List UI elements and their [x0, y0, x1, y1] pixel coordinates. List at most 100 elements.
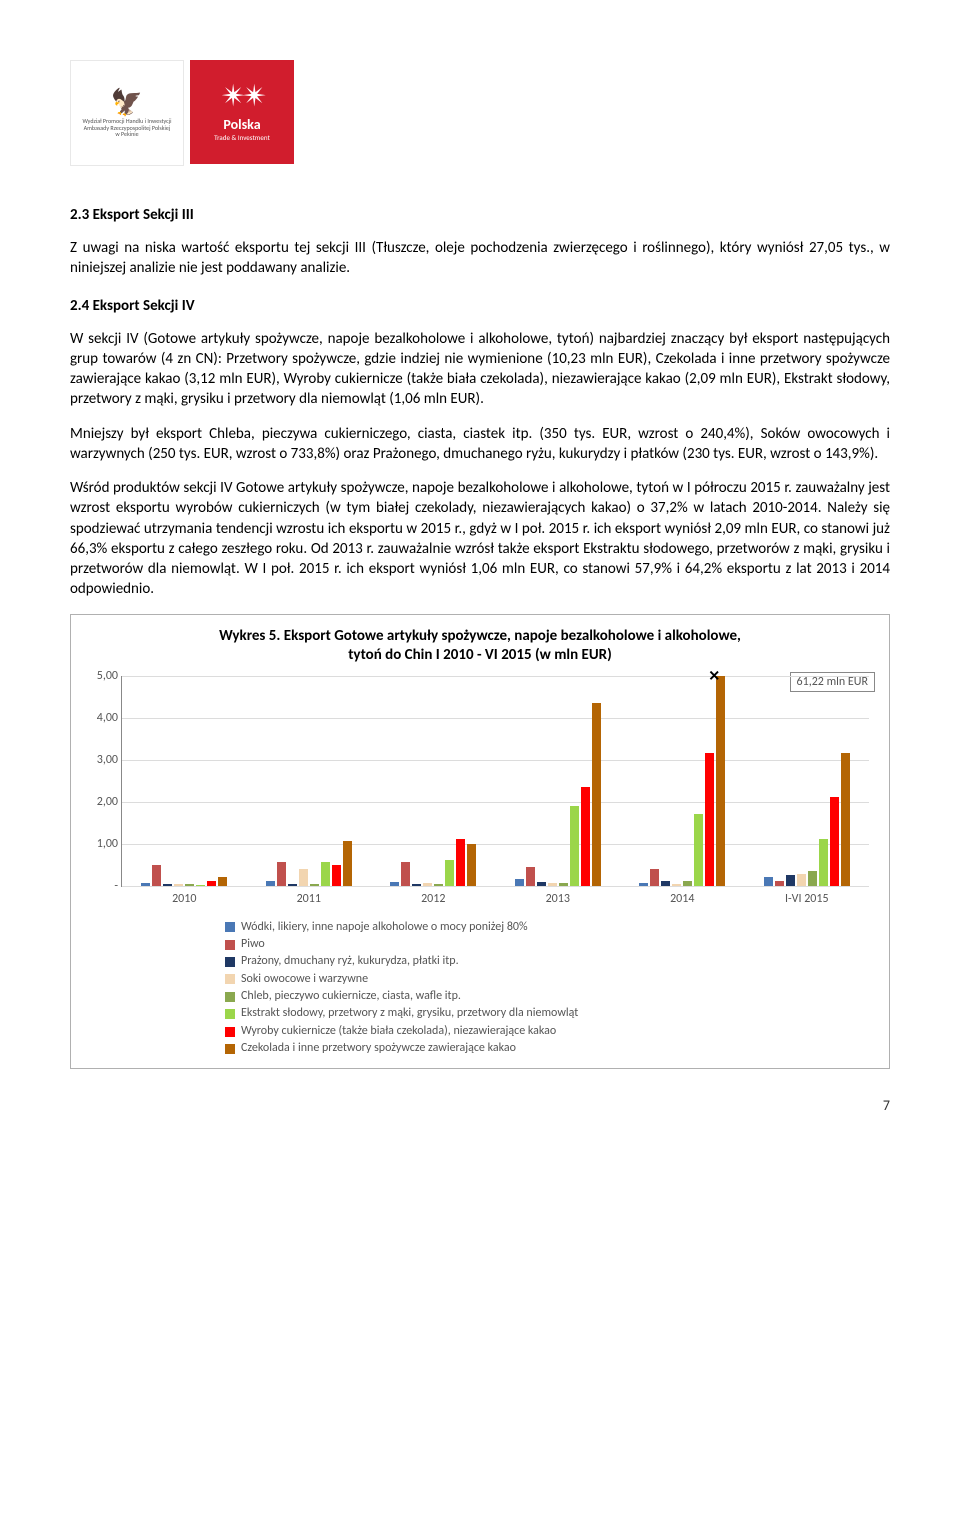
bar	[152, 865, 161, 886]
x-tick-label: I-VI 2015	[785, 892, 829, 906]
bar	[592, 703, 601, 886]
y-tick-label: 4,00	[88, 711, 118, 725]
bar	[639, 883, 648, 886]
eagle-icon: 🦅	[111, 89, 143, 116]
bar	[277, 862, 286, 885]
gridline	[122, 802, 869, 803]
section-2-3-heading: 2.3 Eksport Sekcji III	[70, 206, 890, 224]
bar	[559, 883, 568, 886]
bar	[141, 883, 150, 885]
bar-group	[266, 841, 352, 885]
bar	[661, 881, 670, 885]
legend-label: Prażony, dmuchany ryż, kukurydza, płatki…	[241, 953, 459, 970]
x-tick-label: 2010	[172, 892, 196, 906]
legend-swatch	[225, 1027, 235, 1037]
gridline	[122, 886, 869, 887]
bar	[218, 877, 227, 885]
legend-item: Prażony, dmuchany ryż, kukurydza, płatki…	[225, 953, 875, 970]
bar	[581, 787, 590, 886]
bar	[185, 884, 194, 885]
bar	[716, 676, 725, 886]
legend-swatch	[225, 1044, 235, 1054]
header-logos: 🦅 Wydział Promocji Handlu i Inwestycji A…	[70, 60, 890, 166]
bar	[786, 875, 795, 886]
legend-label: Czekolada i inne przetwory spożywcze zaw…	[241, 1040, 516, 1057]
legend-swatch	[225, 957, 235, 967]
legend-swatch	[225, 992, 235, 1002]
legend-label: Ekstrakt słodowy, przetwory z mąki, grys…	[241, 1005, 578, 1022]
legend-item: Czekolada i inne przetwory spożywcze zaw…	[225, 1040, 875, 1057]
gridline	[122, 760, 869, 761]
bar	[672, 884, 681, 885]
chart-title: Wykres 5. Eksport Gotowe artykuły spożyw…	[85, 627, 875, 666]
chart-plot-area: 61,22 mln EUR -1,002,003,004,005,0020102…	[121, 676, 869, 887]
page-number: 7	[70, 1097, 890, 1114]
gridline	[122, 718, 869, 719]
bar	[694, 814, 703, 885]
y-tick-label: 5,00	[88, 669, 118, 683]
legend-swatch	[225, 1009, 235, 1019]
bar	[390, 882, 399, 885]
star-icon: ✴✴	[221, 82, 263, 112]
logo1-line3: w Pekinie	[115, 131, 138, 137]
y-tick-label: 2,00	[88, 795, 118, 809]
legend-item: Ekstrakt słodowy, przetwory z mąki, grys…	[225, 1005, 875, 1022]
bar	[808, 871, 817, 886]
bar	[548, 883, 557, 885]
x-tick-label: 2011	[297, 892, 321, 906]
bar	[288, 884, 297, 885]
chart-title-l1: Wykres 5. Eksport Gotowe artykuły spożyw…	[219, 627, 741, 645]
bar	[797, 874, 806, 886]
chart-legend: Wódki, likiery, inne napoje alkoholowe o…	[225, 919, 875, 1058]
bar-group	[390, 839, 476, 885]
legend-label: Soki owocowe i warzywne	[241, 971, 368, 988]
bar	[299, 869, 308, 886]
bar	[196, 885, 205, 886]
bar	[526, 867, 535, 886]
bar	[683, 881, 692, 885]
section-2-4-p3: Wśród produktów sekcji IV Gotowe artykuł…	[70, 478, 890, 600]
chart-5: Wykres 5. Eksport Gotowe artykuły spożyw…	[70, 614, 890, 1069]
legend-swatch	[225, 922, 235, 932]
legend-item: Piwo	[225, 936, 875, 953]
logo-polska: ✴✴ Polska Trade & Investment	[190, 60, 294, 164]
bar	[321, 862, 330, 885]
bar	[412, 884, 421, 885]
section-2-4-p1: W sekcji IV (Gotowe artykuły spożywcze, …	[70, 329, 890, 410]
bar	[570, 806, 579, 886]
off-scale-marker-icon: ✕	[708, 667, 720, 684]
gridline	[122, 676, 869, 677]
logo2-title: Polska	[223, 116, 260, 133]
gridline	[122, 844, 869, 845]
bar	[775, 881, 784, 885]
y-tick-label: 1,00	[88, 837, 118, 851]
legend-item: Chleb, pieczywo cukiernicze, ciasta, waf…	[225, 988, 875, 1005]
legend-item: Soki owocowe i warzywne	[225, 971, 875, 988]
section-2-4-heading: 2.4 Eksport Sekcji IV	[70, 297, 890, 315]
bar	[456, 839, 465, 885]
bar	[650, 869, 659, 886]
chart-title-l2: tytoń do Chin I 2010 - VI 2015 (w mln EU…	[348, 646, 612, 664]
bar	[207, 881, 216, 885]
bar	[343, 841, 352, 885]
bar	[401, 862, 410, 885]
bar-group	[764, 753, 850, 885]
legend-label: Wyroby cukiernicze (także biała czekolad…	[241, 1023, 556, 1040]
bar	[310, 884, 319, 885]
section-2-3-p1: Z uwagi na niska wartość eksportu tej se…	[70, 238, 890, 279]
bar	[537, 882, 546, 885]
bar	[266, 881, 275, 885]
logo2-sub: Trade & Investment	[214, 133, 270, 142]
legend-swatch	[225, 940, 235, 950]
bar-group	[639, 676, 725, 886]
bar-group	[141, 865, 227, 886]
bar	[705, 753, 714, 885]
bar	[163, 884, 172, 885]
chart-callout: 61,22 mln EUR	[790, 672, 875, 692]
bar	[819, 839, 828, 885]
legend-label: Piwo	[241, 936, 265, 953]
legend-item: Wyroby cukiernicze (także biała czekolad…	[225, 1023, 875, 1040]
x-tick-label: 2014	[670, 892, 694, 906]
x-tick-label: 2013	[546, 892, 570, 906]
y-tick-label: 3,00	[88, 753, 118, 767]
